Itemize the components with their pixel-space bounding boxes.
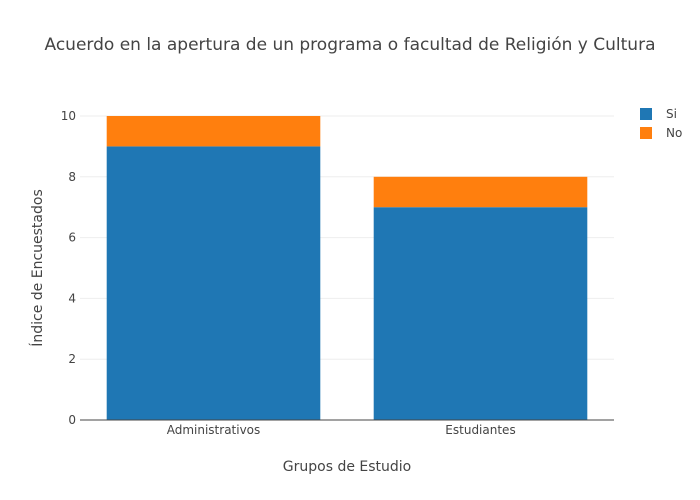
legend-label: No — [666, 126, 682, 140]
y-tick-label: 10 — [61, 109, 76, 123]
x-tick-label: Estudiantes — [445, 423, 515, 437]
chart-title: Acuerdo en la apertura de un programa o … — [45, 35, 656, 55]
legend-swatch — [640, 108, 652, 120]
y-tick-label: 2 — [68, 352, 76, 366]
legend[interactable]: Si No — [640, 107, 682, 140]
bar-si-estudiantes[interactable] — [373, 207, 588, 420]
y-tick-label: 0 — [68, 413, 76, 427]
bars — [106, 116, 588, 420]
bar-no-administrativos[interactable] — [106, 116, 321, 147]
legend-swatch — [640, 127, 652, 139]
axes: 0 2 4 6 8 10 Administrativos Estudiantes — [61, 109, 614, 437]
y-tick-label: 6 — [68, 231, 76, 245]
x-axis-title: Grupos de Estudio — [283, 459, 411, 475]
y-tick-label: 4 — [68, 291, 76, 305]
bar-no-estudiantes[interactable] — [373, 176, 588, 208]
x-tick-label: Administrativos — [167, 423, 261, 437]
legend-label: Si — [666, 107, 677, 121]
legend-item-no[interactable]: No — [640, 126, 682, 140]
y-axis-title: Índice de Encuestados — [29, 189, 46, 347]
y-tick-label: 8 — [68, 170, 76, 184]
legend-item-si[interactable]: Si — [640, 107, 677, 121]
bar-si-administrativos[interactable] — [106, 146, 321, 420]
